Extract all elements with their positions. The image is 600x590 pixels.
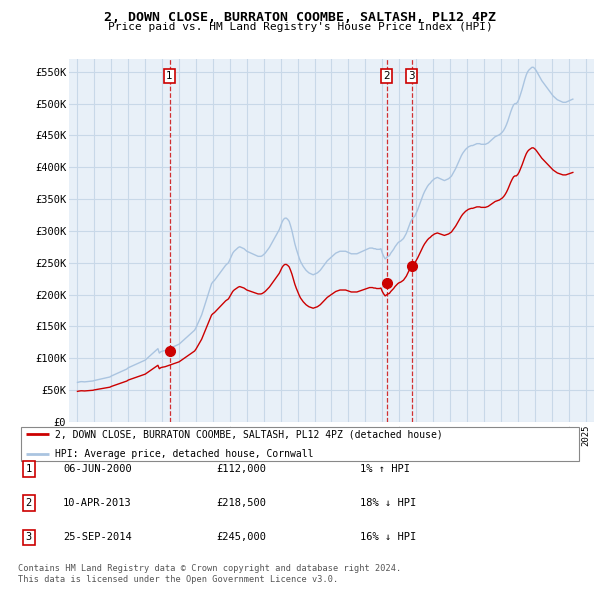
Text: Contains HM Land Registry data © Crown copyright and database right 2024.: Contains HM Land Registry data © Crown c… bbox=[18, 565, 401, 573]
Text: £245,000: £245,000 bbox=[216, 533, 266, 542]
Text: 16% ↓ HPI: 16% ↓ HPI bbox=[360, 533, 416, 542]
Text: 18% ↓ HPI: 18% ↓ HPI bbox=[360, 499, 416, 508]
Text: 10-APR-2013: 10-APR-2013 bbox=[63, 499, 132, 508]
Text: 06-JUN-2000: 06-JUN-2000 bbox=[63, 464, 132, 474]
Text: £218,500: £218,500 bbox=[216, 499, 266, 508]
Text: This data is licensed under the Open Government Licence v3.0.: This data is licensed under the Open Gov… bbox=[18, 575, 338, 584]
Text: 2: 2 bbox=[26, 499, 32, 508]
Text: 1: 1 bbox=[166, 71, 173, 81]
FancyBboxPatch shape bbox=[21, 427, 579, 461]
Text: 2: 2 bbox=[383, 71, 390, 81]
Text: 2, DOWN CLOSE, BURRATON COOMBE, SALTASH, PL12 4PZ: 2, DOWN CLOSE, BURRATON COOMBE, SALTASH,… bbox=[104, 11, 496, 24]
Text: 25-SEP-2014: 25-SEP-2014 bbox=[63, 533, 132, 542]
Text: 1% ↑ HPI: 1% ↑ HPI bbox=[360, 464, 410, 474]
Text: 3: 3 bbox=[408, 71, 415, 81]
Text: 3: 3 bbox=[26, 533, 32, 542]
Text: 2, DOWN CLOSE, BURRATON COOMBE, SALTASH, PL12 4PZ (detached house): 2, DOWN CLOSE, BURRATON COOMBE, SALTASH,… bbox=[55, 430, 442, 440]
Text: £112,000: £112,000 bbox=[216, 464, 266, 474]
Text: 1: 1 bbox=[26, 464, 32, 474]
Text: Price paid vs. HM Land Registry's House Price Index (HPI): Price paid vs. HM Land Registry's House … bbox=[107, 22, 493, 32]
Text: HPI: Average price, detached house, Cornwall: HPI: Average price, detached house, Corn… bbox=[55, 448, 313, 458]
